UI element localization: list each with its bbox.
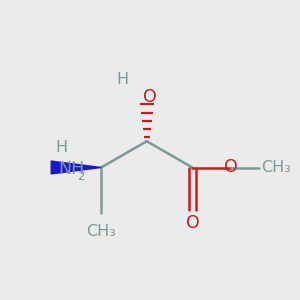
Text: NH: NH [58, 160, 85, 178]
Text: 2: 2 [77, 170, 84, 183]
Text: O: O [224, 158, 238, 176]
Text: H: H [116, 73, 129, 88]
Text: O: O [185, 214, 199, 232]
Text: CH₃: CH₃ [86, 224, 116, 239]
Text: H: H [55, 140, 67, 154]
Text: CH₃: CH₃ [261, 160, 291, 175]
Text: O: O [143, 88, 157, 106]
Polygon shape [51, 161, 101, 174]
